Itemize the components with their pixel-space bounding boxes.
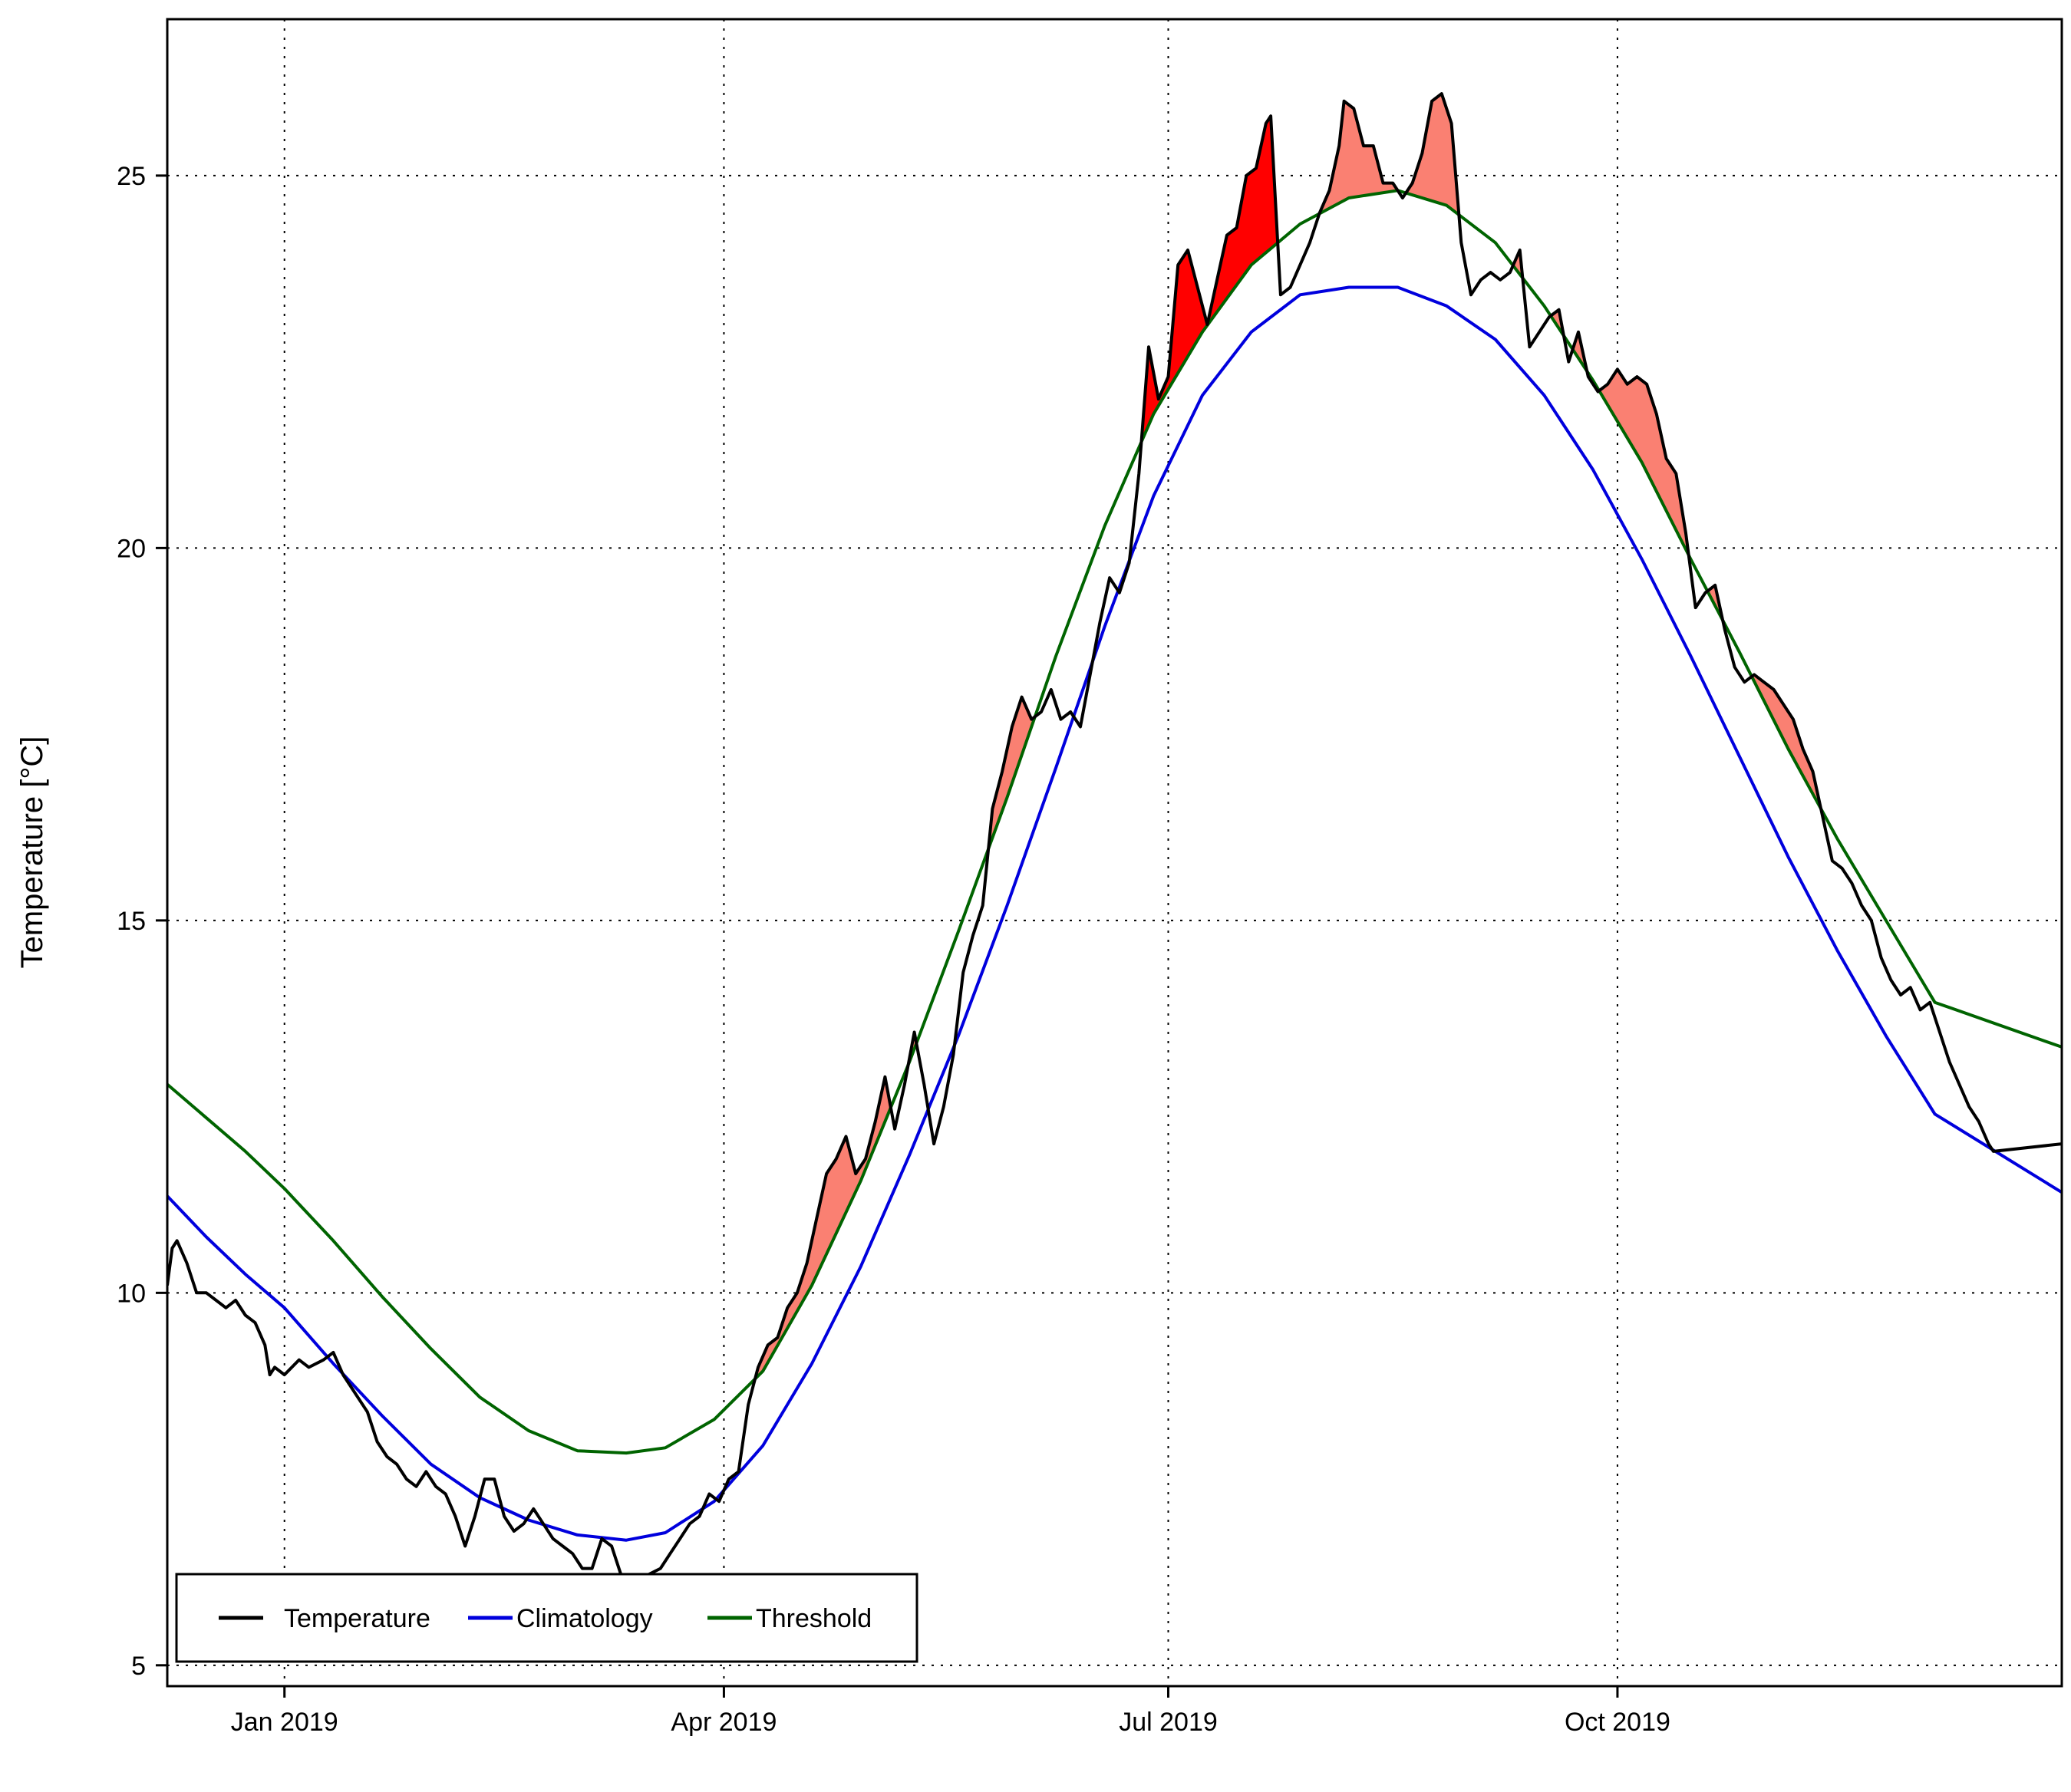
y-tick-label: 20 — [117, 534, 146, 563]
exceedance-area — [1143, 116, 1278, 440]
x-tick-label: Apr 2019 — [671, 1708, 777, 1737]
y-axis-title: Temperature [°C] — [15, 736, 49, 969]
event-fills — [755, 94, 1822, 1379]
x-tick-label: Jan 2019 — [231, 1708, 338, 1737]
threshold-line — [167, 189, 2062, 1455]
exceedance-area — [1406, 94, 1460, 228]
exceedance-area — [988, 697, 1036, 848]
plot-frame — [166, 18, 2063, 1688]
exceedance-area — [755, 1076, 892, 1379]
legend-label-climatology: Climatology — [516, 1604, 653, 1633]
legend-label-temperature: Temperature — [284, 1604, 430, 1633]
y-tick-label: 25 — [117, 162, 146, 191]
y-axis: 5 10 15 20 25 — [117, 162, 167, 1681]
legend-label-threshold: Threshold — [756, 1604, 872, 1633]
y-tick-label: 10 — [117, 1279, 146, 1308]
exceedance-area — [1319, 100, 1398, 214]
x-axis: Jan 2019 Apr 2019 Jul 2019 Oct 2019 — [231, 1686, 1670, 1737]
climatology-line — [167, 285, 2062, 1542]
y-tick-label: 5 — [131, 1652, 146, 1681]
legend: Temperature Climatology Threshold — [175, 1573, 918, 1663]
grid-lines — [167, 19, 2062, 1686]
x-tick-label: Jul 2019 — [1119, 1708, 1218, 1737]
series-lines — [167, 92, 2062, 1585]
y-tick-label: 15 — [117, 907, 146, 936]
x-tick-label: Oct 2019 — [1565, 1708, 1670, 1737]
temperature-line — [167, 92, 2062, 1585]
legend-box — [175, 1573, 918, 1663]
